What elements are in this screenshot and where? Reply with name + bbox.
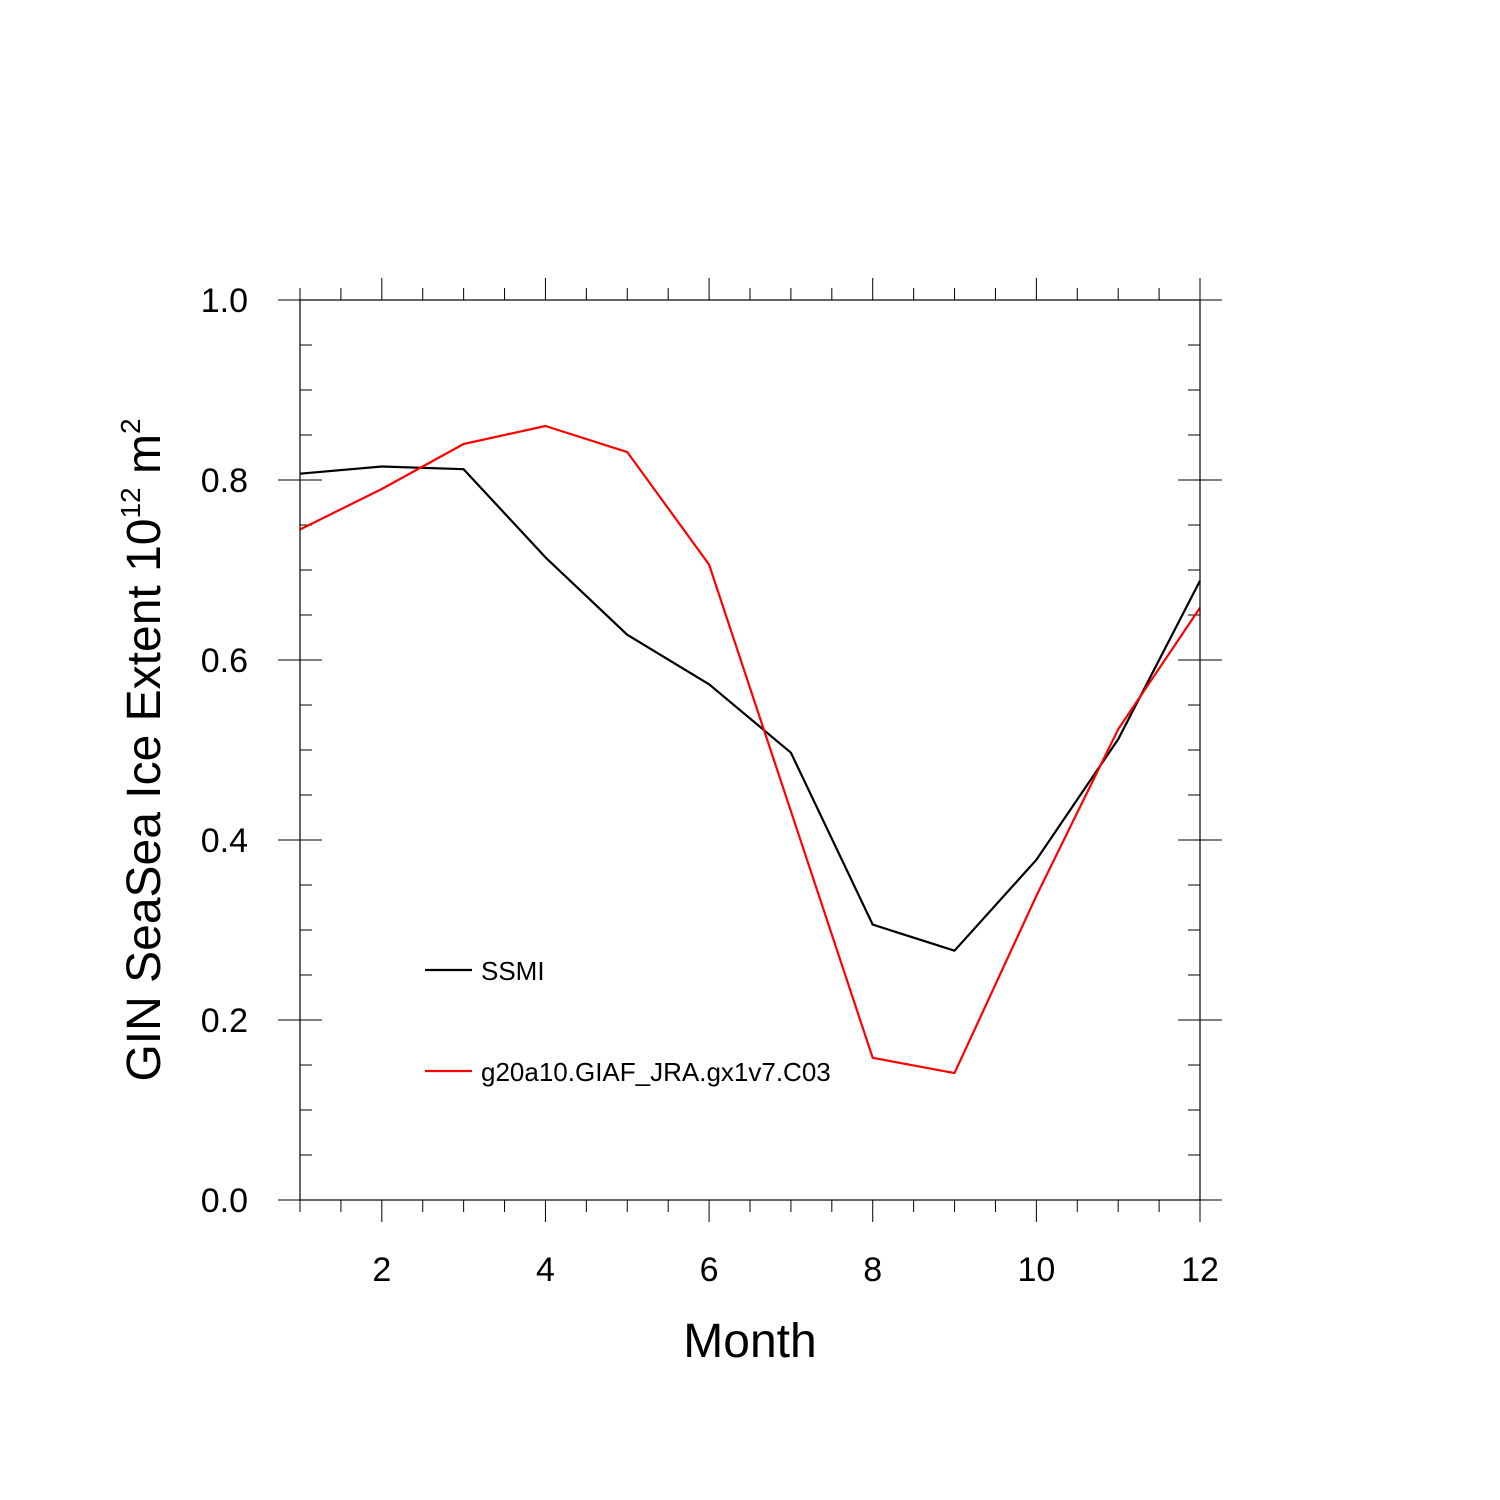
y-tick-label: 0.4 [201, 822, 248, 860]
y-tick-label: 0.8 [201, 462, 248, 500]
x-tick-label: 10 [1017, 1251, 1055, 1289]
series-line-ssmi [299, 465, 1201, 952]
x-tick-label: 2 [372, 1251, 391, 1289]
y-tick-label: 1.0 [201, 282, 248, 320]
x-tick-label: 12 [1181, 1251, 1219, 1289]
y-tick-label: 0.6 [201, 642, 248, 680]
x-tick-label: 8 [863, 1251, 882, 1289]
legend-label-ssmi: SSMI [481, 956, 545, 986]
y-tick-labels: 0.0 0.2 0.4 0.6 0.8 1.0 [201, 282, 248, 1220]
y-axis-title-unit: m [118, 434, 171, 487]
x-tick-label: 4 [536, 1251, 555, 1289]
plot-frame [299, 299, 1201, 1201]
y-tick-label: 0.2 [201, 1002, 248, 1040]
y-axis-title-exponent: 12 [115, 487, 146, 518]
y-tick-label: 0.0 [201, 1182, 248, 1220]
y-axis-title-base: GIN SeaSea Ice Extent 10 [118, 519, 171, 1082]
legend: SSMI g20a10.GIAF_JRA.gx1v7.C03 [425, 956, 831, 1087]
series-line-model [299, 424, 1201, 1075]
legend-label-model: g20a10.GIAF_JRA.gx1v7.C03 [481, 1057, 831, 1087]
x-tick-label: 6 [700, 1251, 719, 1289]
y-axis-title-unit-exponent: 2 [115, 418, 146, 434]
x-axis-title: Month [683, 1315, 816, 1368]
y-axis-title: GIN SeaSea Ice Extent 1012 m2 [115, 418, 171, 1081]
series-lines [299, 424, 1201, 1075]
x-tick-labels: 2 4 6 8 10 12 [372, 1251, 1219, 1289]
